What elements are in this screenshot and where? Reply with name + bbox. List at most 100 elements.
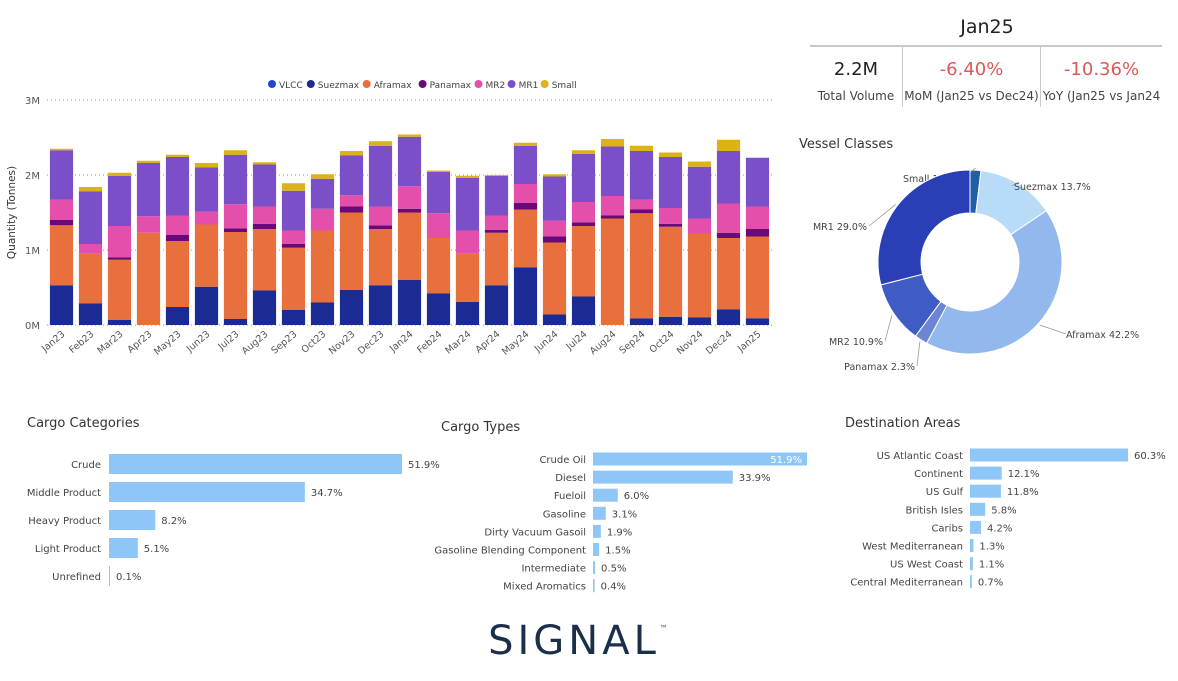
bar-segment-panamax <box>716 232 741 238</box>
bar-segment-mr2 <box>368 206 393 226</box>
x-tick-label: Oct23 <box>300 329 329 356</box>
bar <box>593 506 606 520</box>
bar-value-label: 51.9% <box>770 455 802 466</box>
bar-segment-aframax <box>658 226 683 317</box>
bar-segment-mr1 <box>310 178 335 209</box>
bar-segment-aframax <box>194 224 219 287</box>
bar-segment-aframax <box>368 229 393 286</box>
bar <box>970 520 982 534</box>
bar-segment-suezmax <box>194 286 219 325</box>
donut-label-aframax: Aframax 42.2% <box>1066 330 1139 341</box>
bar-segment-panamax <box>223 228 248 232</box>
monthly-stacked-bar-chart: VLCC Suezmax Aframax Panamax MR2 MR1 Small 0M 1M… <box>6 80 772 358</box>
bar-segment-aframax <box>107 259 132 320</box>
donut-leader-line <box>1011 181 1020 187</box>
bar-segment-mr2 <box>716 203 741 233</box>
bar-segment-small <box>397 134 422 137</box>
bar-segment-mr1 <box>426 172 451 214</box>
donut-label-mr2: MR2 10.9% <box>829 337 883 348</box>
y-axis-title: Quantity (Tonnes) <box>6 166 18 259</box>
vessel-classes-title: Vessel Classes <box>799 137 894 152</box>
bar-value-label: 1.1% <box>979 560 1004 571</box>
bar-segment-mr1 <box>542 176 567 221</box>
bar-segment-aframax <box>397 212 422 280</box>
bar-segment-aframax <box>542 242 567 315</box>
bar-segment-aframax <box>136 232 161 325</box>
bar-segment-mr2 <box>252 206 277 224</box>
legend-marker-panamax <box>418 80 427 88</box>
bar-category-label: Fueloil <box>554 491 586 502</box>
donut-leader-line <box>868 204 896 227</box>
bar-segment-small <box>600 139 625 147</box>
bar-segment-panamax <box>165 235 190 241</box>
donut-leader-line <box>1039 324 1067 335</box>
destination-areas-title: Destination Areas <box>845 416 961 431</box>
bar-category-label: US Gulf <box>926 487 964 498</box>
bar-segment-small <box>223 150 248 155</box>
cargo-categories-bar-chart: Crude 51.9% Middle Product 34.7% Heavy Produ… <box>27 454 440 586</box>
donut-label-mr1: MR1 29.0% <box>813 222 867 233</box>
bar-segment-small <box>426 170 451 172</box>
bar-segment-aframax <box>339 212 364 290</box>
x-tick-label: Mar23 <box>95 329 125 357</box>
bar-segment-suezmax <box>223 319 248 325</box>
bar-value-label: 4.2% <box>987 523 1012 534</box>
bar-segment-mr1 <box>252 164 277 207</box>
bar-segment-mr2 <box>136 216 161 233</box>
bar-segment-panamax <box>484 229 509 233</box>
bar-value-label: 5.1% <box>144 544 169 555</box>
kpi-mom-value: -6.40% <box>939 59 1004 80</box>
bar-segment-mr1 <box>455 178 480 231</box>
bar-segment-suezmax <box>252 290 277 325</box>
legend-marker-suezmax <box>306 80 315 88</box>
bar-segment-mr2 <box>397 186 422 209</box>
bar-segment-mr1 <box>223 154 248 205</box>
bar-segment-mr1 <box>78 191 103 244</box>
cargo-categories-title: Cargo Categories <box>27 416 140 431</box>
bar-value-label: 34.7% <box>311 488 343 499</box>
kpi-mom-label: MoM (Jan25 vs Dec24) <box>904 89 1039 103</box>
bar-segment-mr2 <box>455 230 480 254</box>
kpi-separator <box>1040 47 1041 107</box>
bar <box>109 454 402 474</box>
bar-segment-mr1 <box>339 155 364 196</box>
legend-marker-mr2 <box>474 80 483 88</box>
bar-segment-suezmax <box>397 280 422 325</box>
bar <box>593 543 600 556</box>
bar-segment-suezmax <box>310 302 335 325</box>
y-tick-label: 3M <box>25 96 40 107</box>
bar-segment-mr2 <box>687 218 712 234</box>
bar-category-label: Dirty Vacuum Gasoil <box>484 527 586 538</box>
bar <box>109 538 138 558</box>
signal-logo: SIGNAL™ <box>488 618 668 664</box>
bar <box>970 484 1001 498</box>
bar-segment-panamax <box>339 206 364 213</box>
bar <box>970 448 1128 462</box>
x-tick-label: Jul24 <box>564 329 590 353</box>
bar-segment-small <box>310 174 335 179</box>
bar-segment-suezmax <box>716 309 741 325</box>
bar-segment-mr1 <box>165 157 190 216</box>
kpi-separator <box>902 47 903 107</box>
bar-segment-suezmax <box>107 319 132 325</box>
x-tick-label: Dec24 <box>704 329 734 357</box>
x-tick-label: Jul23 <box>216 329 242 353</box>
bar <box>109 566 110 586</box>
x-tick-label: Jun24 <box>532 329 560 355</box>
bar-segment-panamax <box>397 208 422 213</box>
bar-segment-small <box>252 162 277 165</box>
bar-segment-aframax <box>484 232 509 286</box>
cargo-types-title: Cargo Types <box>441 420 521 435</box>
bar-segment-small <box>281 183 306 191</box>
bar-segment-small <box>339 151 364 156</box>
bar <box>970 575 972 589</box>
bar-segment-suezmax <box>745 318 770 325</box>
bar-segment-mr2 <box>78 244 103 254</box>
bar-segment-suezmax <box>339 289 364 325</box>
bar-segment-mr2 <box>629 199 654 210</box>
bar-value-label: 51.9% <box>408 460 440 471</box>
bar-category-label: Continent <box>914 469 963 480</box>
bar-segment-mr1 <box>600 146 625 196</box>
bar-segment-mr1 <box>513 145 538 184</box>
bar-segment-suezmax <box>368 285 393 325</box>
